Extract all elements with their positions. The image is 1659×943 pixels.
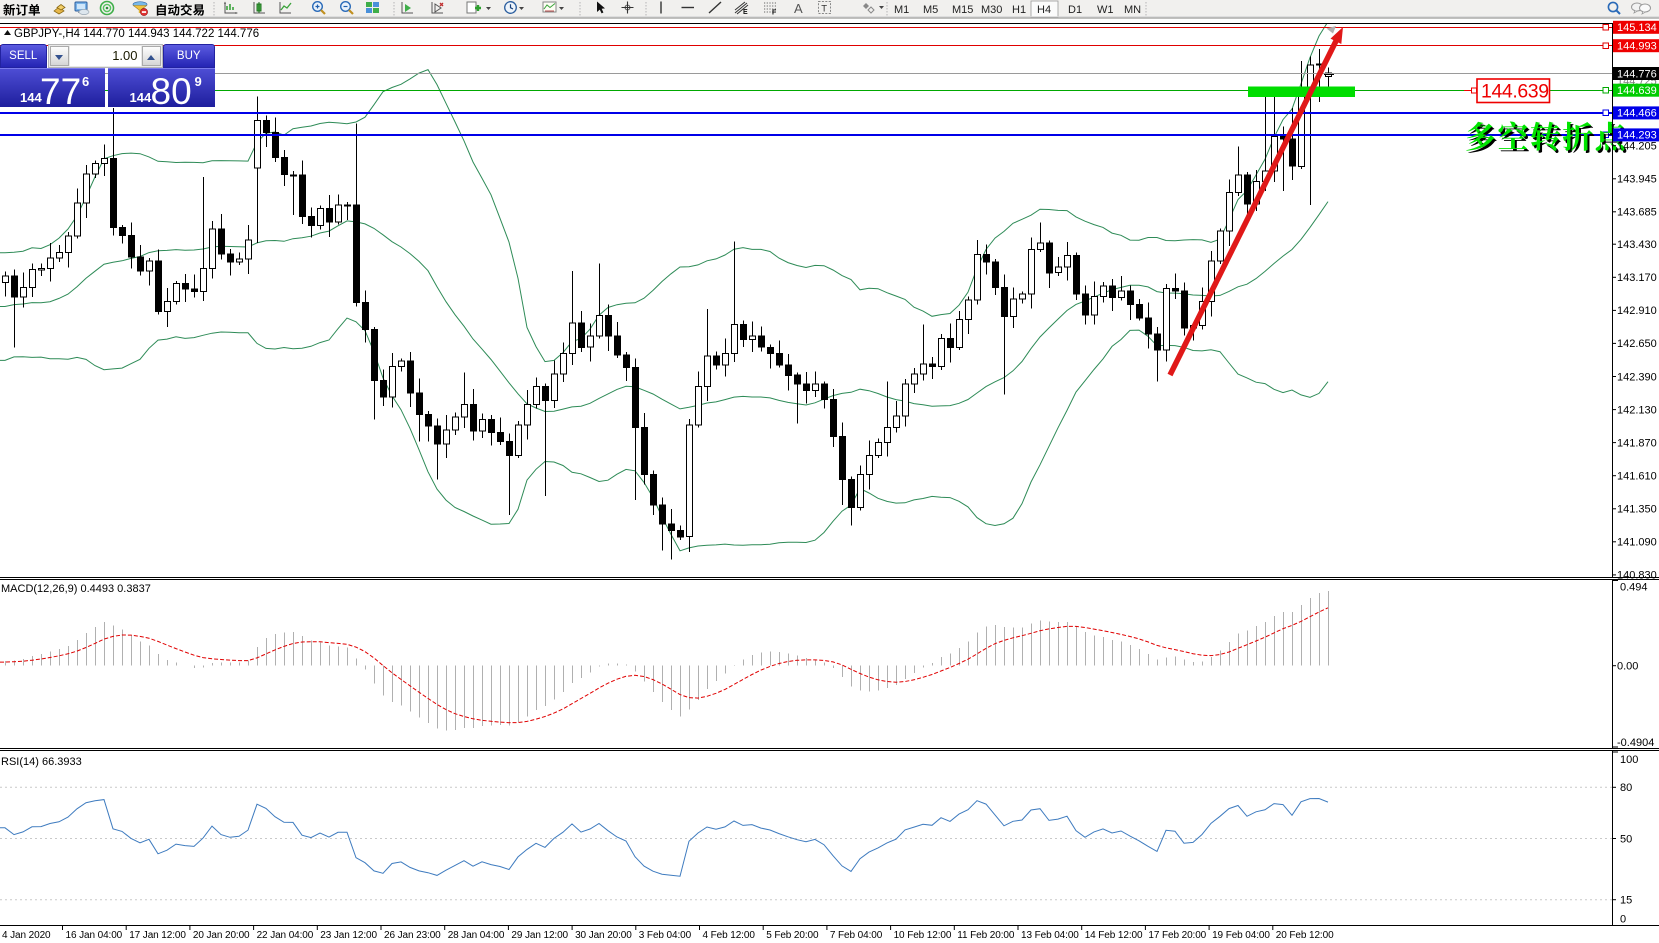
svg-text:0: 0 — [1620, 914, 1626, 926]
svg-text:-0.4904: -0.4904 — [1617, 737, 1654, 749]
svg-text:80: 80 — [1620, 782, 1632, 794]
svg-text:144.466: 144.466 — [1617, 108, 1657, 120]
svg-text:H1: H1 — [1012, 4, 1026, 16]
svg-text:142.390: 142.390 — [1617, 371, 1657, 383]
svg-text:5 Feb 20:00: 5 Feb 20:00 — [766, 930, 819, 941]
svg-text:17 Jan 12:00: 17 Jan 12:00 — [129, 930, 186, 941]
svg-text:141.350: 141.350 — [1617, 504, 1657, 516]
svg-text:143.170: 143.170 — [1617, 272, 1657, 284]
svg-text:143.430: 143.430 — [1617, 239, 1657, 251]
svg-text:H4: H4 — [1037, 4, 1051, 16]
svg-text:140.830: 140.830 — [1617, 570, 1657, 582]
svg-text:0.494: 0.494 — [1620, 582, 1648, 594]
svg-text:144.205: 144.205 — [1617, 141, 1657, 153]
svg-text:19 Feb 04:00: 19 Feb 04:00 — [1212, 930, 1270, 941]
svg-text:144.639: 144.639 — [1617, 85, 1657, 97]
svg-text:144.776: 144.776 — [1617, 68, 1657, 80]
svg-text:26 Jan 23:00: 26 Jan 23:00 — [384, 930, 441, 941]
svg-text:141.610: 141.610 — [1617, 471, 1657, 483]
svg-text:50: 50 — [1620, 833, 1632, 845]
svg-text:23 Jan 12:00: 23 Jan 12:00 — [320, 930, 377, 941]
svg-text:20 Feb 12:00: 20 Feb 12:00 — [1276, 930, 1334, 941]
svg-text:F: F — [772, 10, 777, 17]
svg-text:GBPJPY-,H4 144.770 144.943 14: GBPJPY-,H4 144.770 144.943 144.722 144.7… — [14, 28, 259, 40]
svg-text:RSI(14) 66.3933: RSI(14) 66.3933 — [1, 756, 82, 768]
svg-text:E: E — [743, 9, 748, 16]
svg-text:144.639: 144.639 — [1481, 81, 1549, 103]
svg-text:0.00: 0.00 — [1617, 661, 1638, 673]
svg-text:143.685: 143.685 — [1617, 207, 1657, 219]
svg-text:13 Feb 04:00: 13 Feb 04:00 — [1021, 930, 1079, 941]
svg-text:30 Jan 20:00: 30 Jan 20:00 — [575, 930, 632, 941]
svg-text:M30: M30 — [981, 4, 1002, 16]
svg-text:17 Feb 20:00: 17 Feb 20:00 — [1148, 930, 1206, 941]
svg-text:A: A — [794, 1, 803, 16]
svg-text:T: T — [821, 4, 827, 15]
svg-text:142.650: 142.650 — [1617, 338, 1657, 350]
svg-text:10 Feb 12:00: 10 Feb 12:00 — [894, 930, 952, 941]
svg-text:141.870: 141.870 — [1617, 437, 1657, 449]
svg-text:142.130: 142.130 — [1617, 404, 1657, 416]
svg-text:144.293: 144.293 — [1617, 130, 1657, 142]
svg-text:4 Feb 12:00: 4 Feb 12:00 — [703, 930, 756, 941]
svg-text:3 Feb 04:00: 3 Feb 04:00 — [639, 930, 692, 941]
svg-text:7 Feb 04:00: 7 Feb 04:00 — [830, 930, 883, 941]
svg-text:100: 100 — [1620, 754, 1638, 766]
svg-text:144.993: 144.993 — [1617, 41, 1657, 53]
svg-text:D1: D1 — [1068, 4, 1082, 16]
svg-text:M15: M15 — [952, 4, 973, 16]
svg-text:MACD(12,26,9) 0.4493 0.3837: MACD(12,26,9) 0.4493 0.3837 — [1, 583, 151, 595]
svg-text:142.910: 142.910 — [1617, 305, 1657, 317]
svg-text:M5: M5 — [923, 4, 938, 16]
svg-text:14 Feb 12:00: 14 Feb 12:00 — [1085, 930, 1143, 941]
svg-text:143.945: 143.945 — [1617, 174, 1657, 186]
svg-text:15: 15 — [1620, 895, 1632, 907]
svg-text:MN: MN — [1124, 4, 1141, 16]
svg-text:W1: W1 — [1097, 4, 1114, 16]
svg-text:22 Jan 04:00: 22 Jan 04:00 — [257, 930, 314, 941]
svg-text:28 Jan 04:00: 28 Jan 04:00 — [448, 930, 505, 941]
svg-text:29 Jan 12:00: 29 Jan 12:00 — [511, 930, 568, 941]
svg-text:145.134: 145.134 — [1617, 22, 1657, 34]
svg-text:4 Jan 2020: 4 Jan 2020 — [2, 930, 51, 941]
svg-text:16 Jan 04:00: 16 Jan 04:00 — [66, 930, 123, 941]
svg-text:141.090: 141.090 — [1617, 537, 1657, 549]
svg-text:20 Jan 20:00: 20 Jan 20:00 — [193, 930, 250, 941]
svg-text:11 Feb 20:00: 11 Feb 20:00 — [957, 930, 1015, 941]
svg-text:M1: M1 — [894, 4, 909, 16]
